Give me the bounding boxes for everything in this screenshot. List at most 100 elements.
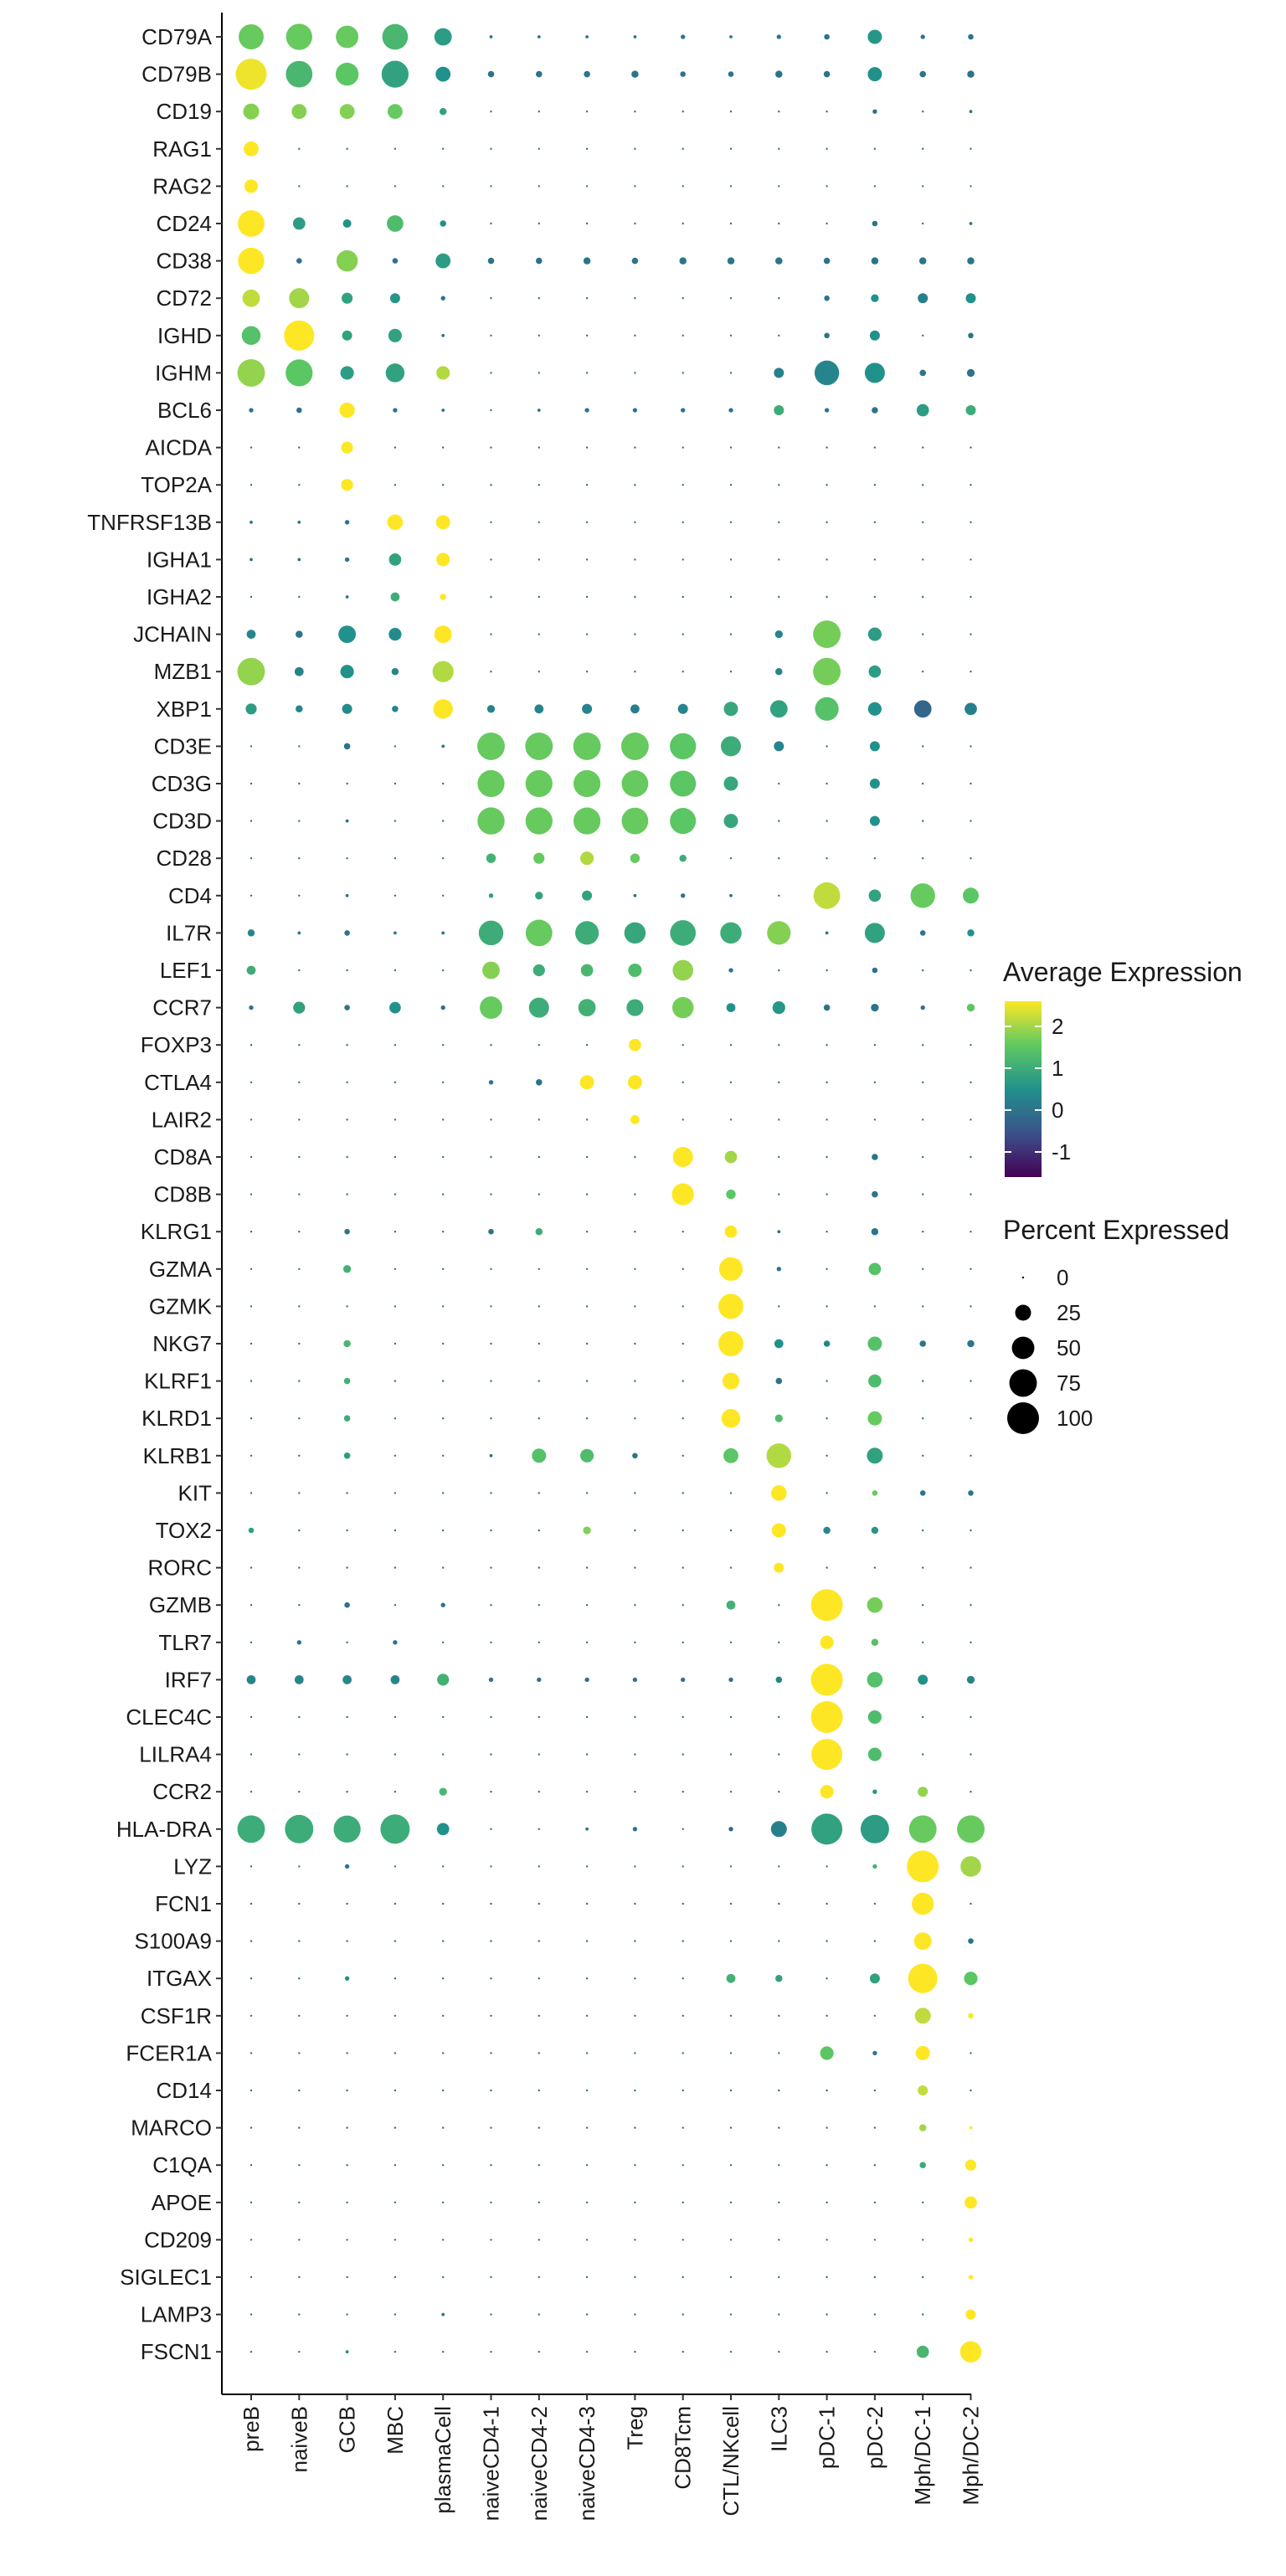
dot-JCHAIN-CTL/NKcell [729,633,733,635]
dot-C1QA-pDC-1 [826,2164,828,2167]
dot-CTLA4-MBC [394,1081,397,1084]
dot-FSCN1-naiveCD4-3 [585,2351,589,2353]
dot-CD8B-CD8Tcm [671,1183,694,1206]
dot-RAG2-Mph/DC-1 [922,185,924,188]
dot-IL7R-CD8Tcm [670,920,697,946]
dot-IRF7-plasmaCell [437,1674,450,1686]
dot-IGHD-naiveCD4-1 [490,334,492,337]
dot-LYZ-naiveCD4-3 [585,1865,589,1868]
dot-KLRG1-preB [249,1231,253,1233]
dot-CD72-preB [242,289,260,307]
dot-XBP1-naiveCD4-1 [486,705,496,713]
dot-SIGLEC1-preB [249,2275,253,2279]
dot-GZMK-Mph/DC-1 [922,1305,924,1308]
dot-XBP1-CD8Tcm [677,703,688,714]
dot-GZMA-Mph/DC-1 [922,1267,924,1271]
dot-IL7R-naiveB [297,931,301,935]
dot-GZMA-preB [249,1267,253,1271]
dot-IGHD-naiveCD4-2 [538,334,540,337]
dot-MZB1-naiveCD4-1 [490,671,492,673]
dot-CLEC4C-ILC3 [778,1715,780,1719]
dot-CD79A-Mph/DC-2 [968,33,974,40]
dot-LILRA4-preB [249,1753,253,1756]
dot-TNFRSF13B-Mph/DC-1 [922,521,924,523]
dot-IGHM-CTL/NKcell [729,372,733,374]
dot-RORC-ILC3 [774,1562,784,1573]
dot-KLRG1-CTL/NKcell [724,1225,738,1238]
dot-KLRB1-preB [249,1454,253,1458]
dot-IGHA2-preB [249,595,253,599]
cell-type-label: naiveCD4-2 [527,2406,552,2521]
dot-IGHM-Treg [634,372,636,374]
dot-CD8B-plasmaCell [442,1193,445,1195]
dot-CD14-naiveCD4-1 [490,2089,492,2092]
dot-CLEC4C-naiveB [298,1715,301,1719]
dot-CD4-naiveCD4-2 [535,892,543,900]
dot-KLRD1-MBC [394,1417,397,1420]
dot-FCN1-naiveCD4-2 [538,1902,540,1905]
dot-FSCN1-plasmaCell [442,2351,445,2353]
dot-CD79B-plasmaCell [435,66,451,82]
dot-LEF1-pDC-2 [872,967,878,974]
gene-label: CD3D [152,809,212,834]
dot-MZB1-pDC-1 [813,657,841,686]
dot-MARCO-pDC-1 [826,2126,828,2129]
dot-LILRA4-Mph/DC-1 [922,1753,924,1756]
dot-LAMP3-CD8Tcm [682,2313,684,2316]
dot-IL7R-Treg [624,922,646,944]
dot-FCER1A-ILC3 [778,2052,780,2054]
dot-CD209-GCB [346,2239,348,2241]
dot-CSF1R-Treg [634,2014,636,2017]
dot-CD79A-naiveCD4-3 [585,35,589,39]
dot-FOXP3-GCB [346,1044,348,1046]
dot-CLEC4C-preB [249,1715,253,1719]
dot-AICDA-naiveB [298,446,301,449]
dot-CD8A-pDC-2 [872,1154,878,1160]
dot-LAIR2-naiveCD4-2 [538,1118,540,1121]
dot-IGHA1-naiveB [297,558,301,562]
dot-LEF1-plasmaCell [442,969,445,972]
dot-IL7R-GCB [344,930,350,936]
dot-CD3G-naiveCD4-3 [573,769,601,798]
dot-CD209-Mph/DC-1 [922,2239,924,2241]
color-bar-label: 1 [1052,1056,1063,1081]
dot-NKG7-preB [249,1342,253,1345]
dot-CD79B-preB [235,59,267,90]
dot-RORC-MBC [394,1566,397,1569]
dot-IRF7-pDC-1 [810,1663,843,1696]
dot-KLRB1-Mph/DC-1 [922,1454,924,1458]
gene-label: BCL6 [157,398,212,423]
dot-CCR7-MBC [389,1001,401,1014]
gene-label: HLA-DRA [116,1817,213,1842]
dot-TLR7-ILC3 [778,1641,780,1644]
dot-CD72-Mph/DC-1 [918,293,928,304]
dot-AICDA-pDC-2 [873,446,877,449]
dot-KLRG1-naiveCD4-3 [585,1231,589,1233]
dot-FCER1A-pDC-2 [872,2050,877,2056]
dot-FSCN1-pDC-2 [873,2351,877,2353]
dot-AICDA-ILC3 [778,446,780,449]
dot-CCR2-pDC-1 [820,1785,834,1799]
dot-CCR2-Mph/DC-2 [970,1791,972,1793]
dot-CLEC4C-pDC-1 [810,1701,843,1733]
gene-label: FSCN1 [141,2339,212,2364]
dot-TOX2-naiveB [298,1529,301,1532]
dot-KIT-naiveCD4-3 [585,1492,589,1494]
dot-CD24-naiveCD4-2 [538,222,540,225]
dot-XBP1-pDC-1 [815,697,839,721]
dot-FCER1A-naiveCD4-1 [490,2052,492,2054]
dot-LYZ-preB [249,1865,253,1868]
dot-HLA-DRA-pDC-2 [860,1814,889,1843]
dot-FOXP3-naiveCD4-1 [490,1044,492,1046]
dot-CD4-Treg [633,893,637,897]
dot-CLEC4C-Mph/DC-2 [970,1715,972,1719]
dot-TOX2-pDC-1 [823,1526,831,1535]
dot-LAIR2-CD8Tcm [682,1118,684,1121]
dot-GZMA-naiveCD4-2 [538,1267,540,1271]
dot-AICDA-plasmaCell [442,446,445,449]
legends: Average Expression 2 1 0 -1 Percent Expressed… [1003,957,1242,1434]
dot-CCR7-Mph/DC-2 [966,1003,975,1012]
dot-KLRG1-naiveCD4-2 [535,1227,543,1236]
dot-KIT-pDC-2 [872,1490,878,1496]
dot-CD3E-naiveCD4-2 [525,732,553,760]
